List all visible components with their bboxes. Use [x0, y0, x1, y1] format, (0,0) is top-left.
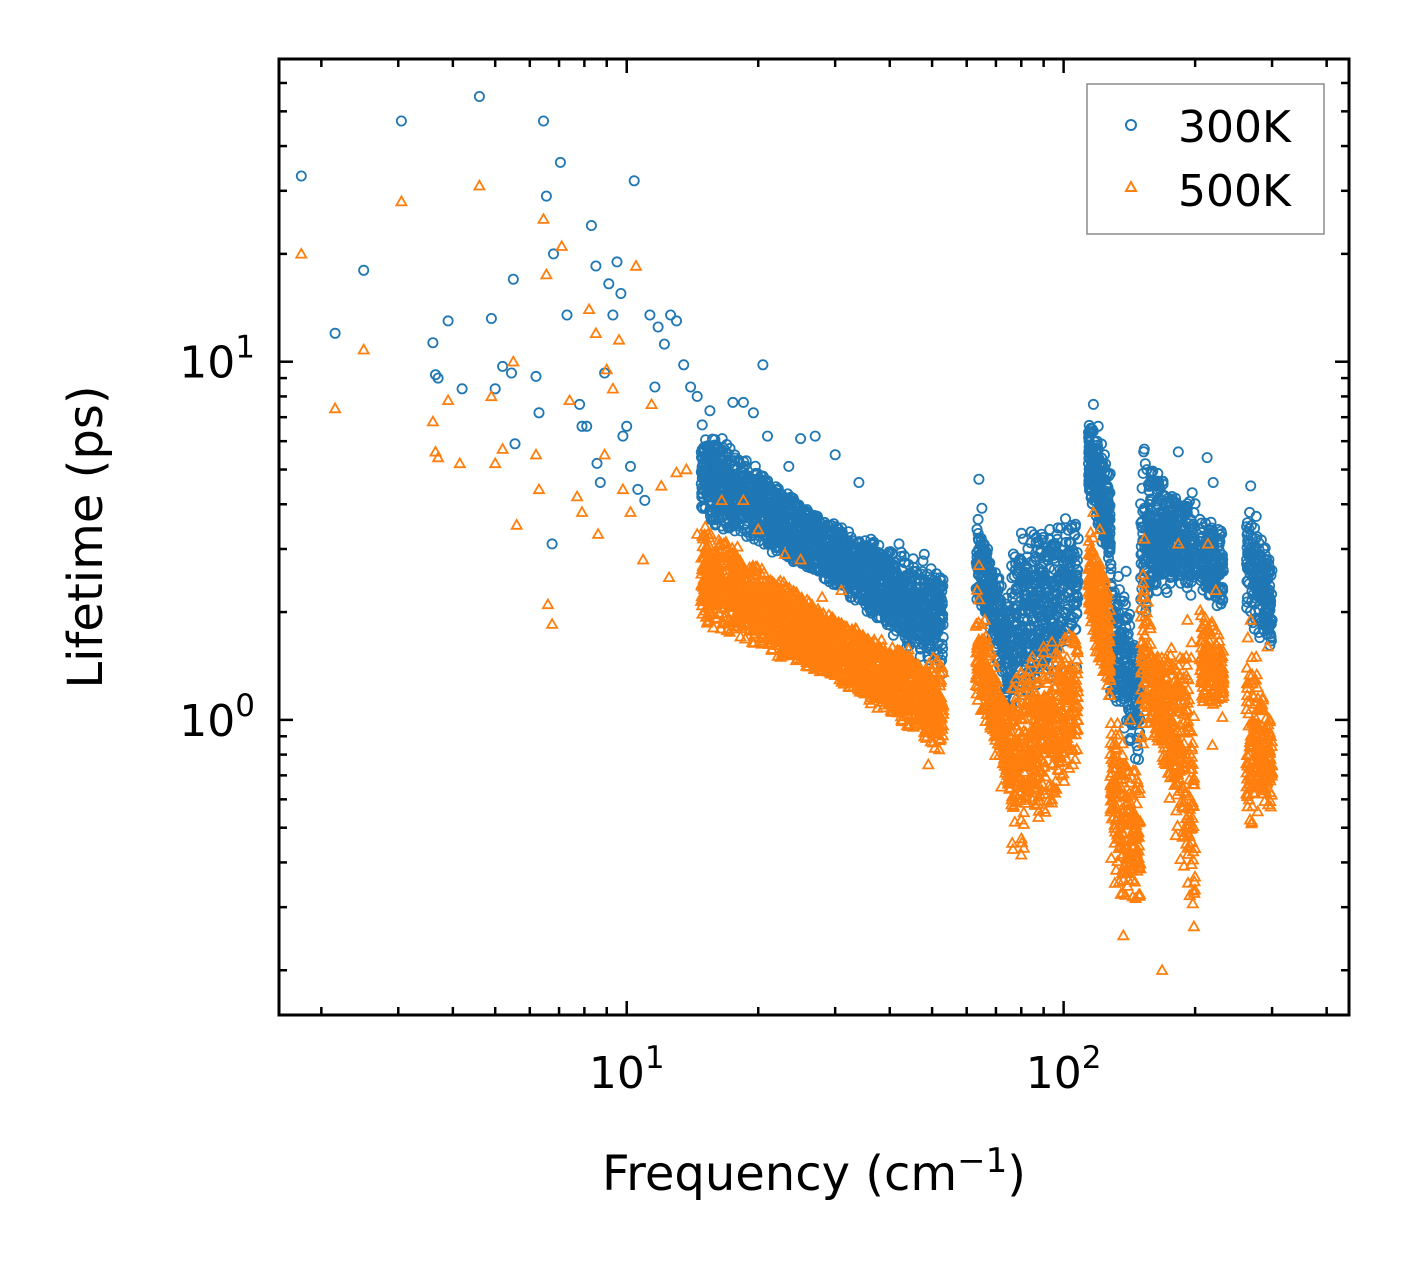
data-point-300k: [898, 550, 910, 562]
data-point-300k: [937, 574, 949, 586]
data-point-300k: [696, 419, 708, 431]
data-point-300k: [738, 456, 750, 468]
data-point-300k: [749, 460, 761, 472]
data-point-300k: [696, 501, 708, 513]
data-point-300k: [778, 517, 790, 529]
data-point-300k: [843, 526, 855, 538]
data-points-layer: [294, 91, 1279, 975]
data-point-300k: [917, 555, 929, 567]
